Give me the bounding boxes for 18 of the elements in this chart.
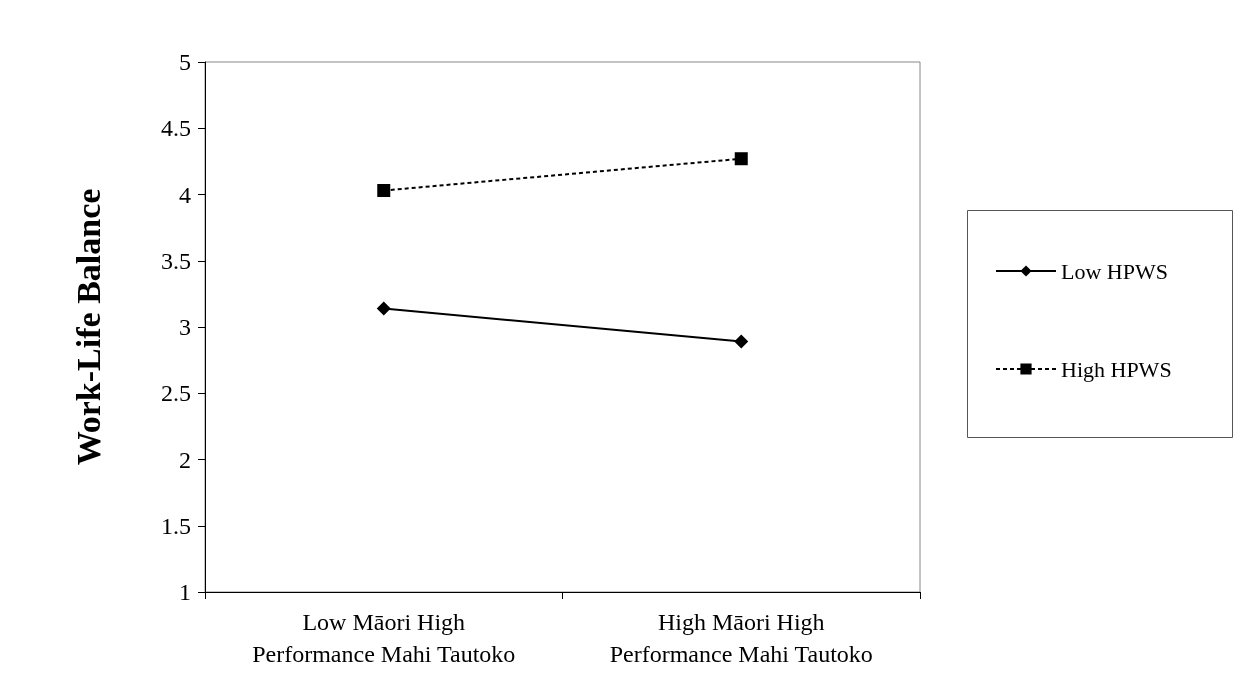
y-tick-label: 1 <box>179 579 191 605</box>
legend-label: High HPWS <box>1061 356 1172 382</box>
y-tick-label: 3 <box>179 314 191 340</box>
point <box>734 334 749 349</box>
point <box>377 184 391 198</box>
x-tick-label: High Māori High Performance Mahi Tautoko <box>609 609 873 667</box>
y-tick-label: 2.5 <box>161 380 191 407</box>
point <box>376 301 391 316</box>
y-axis-title: Work-Life Balance <box>69 188 107 466</box>
legend-label: Low HPWS <box>1061 258 1168 284</box>
y-tick-label: 4.5 <box>161 115 191 142</box>
x-tick-label: Low Māori High Performance Mahi Tautoko <box>252 609 516 667</box>
y-tick-label: 5 <box>179 49 191 75</box>
y-tick-label: 2 <box>179 446 191 473</box>
y-tick-label: 4 <box>179 181 191 208</box>
point <box>734 152 748 166</box>
y-tick-label: 3.5 <box>161 247 191 274</box>
y-tick-label: 1.5 <box>161 512 191 539</box>
